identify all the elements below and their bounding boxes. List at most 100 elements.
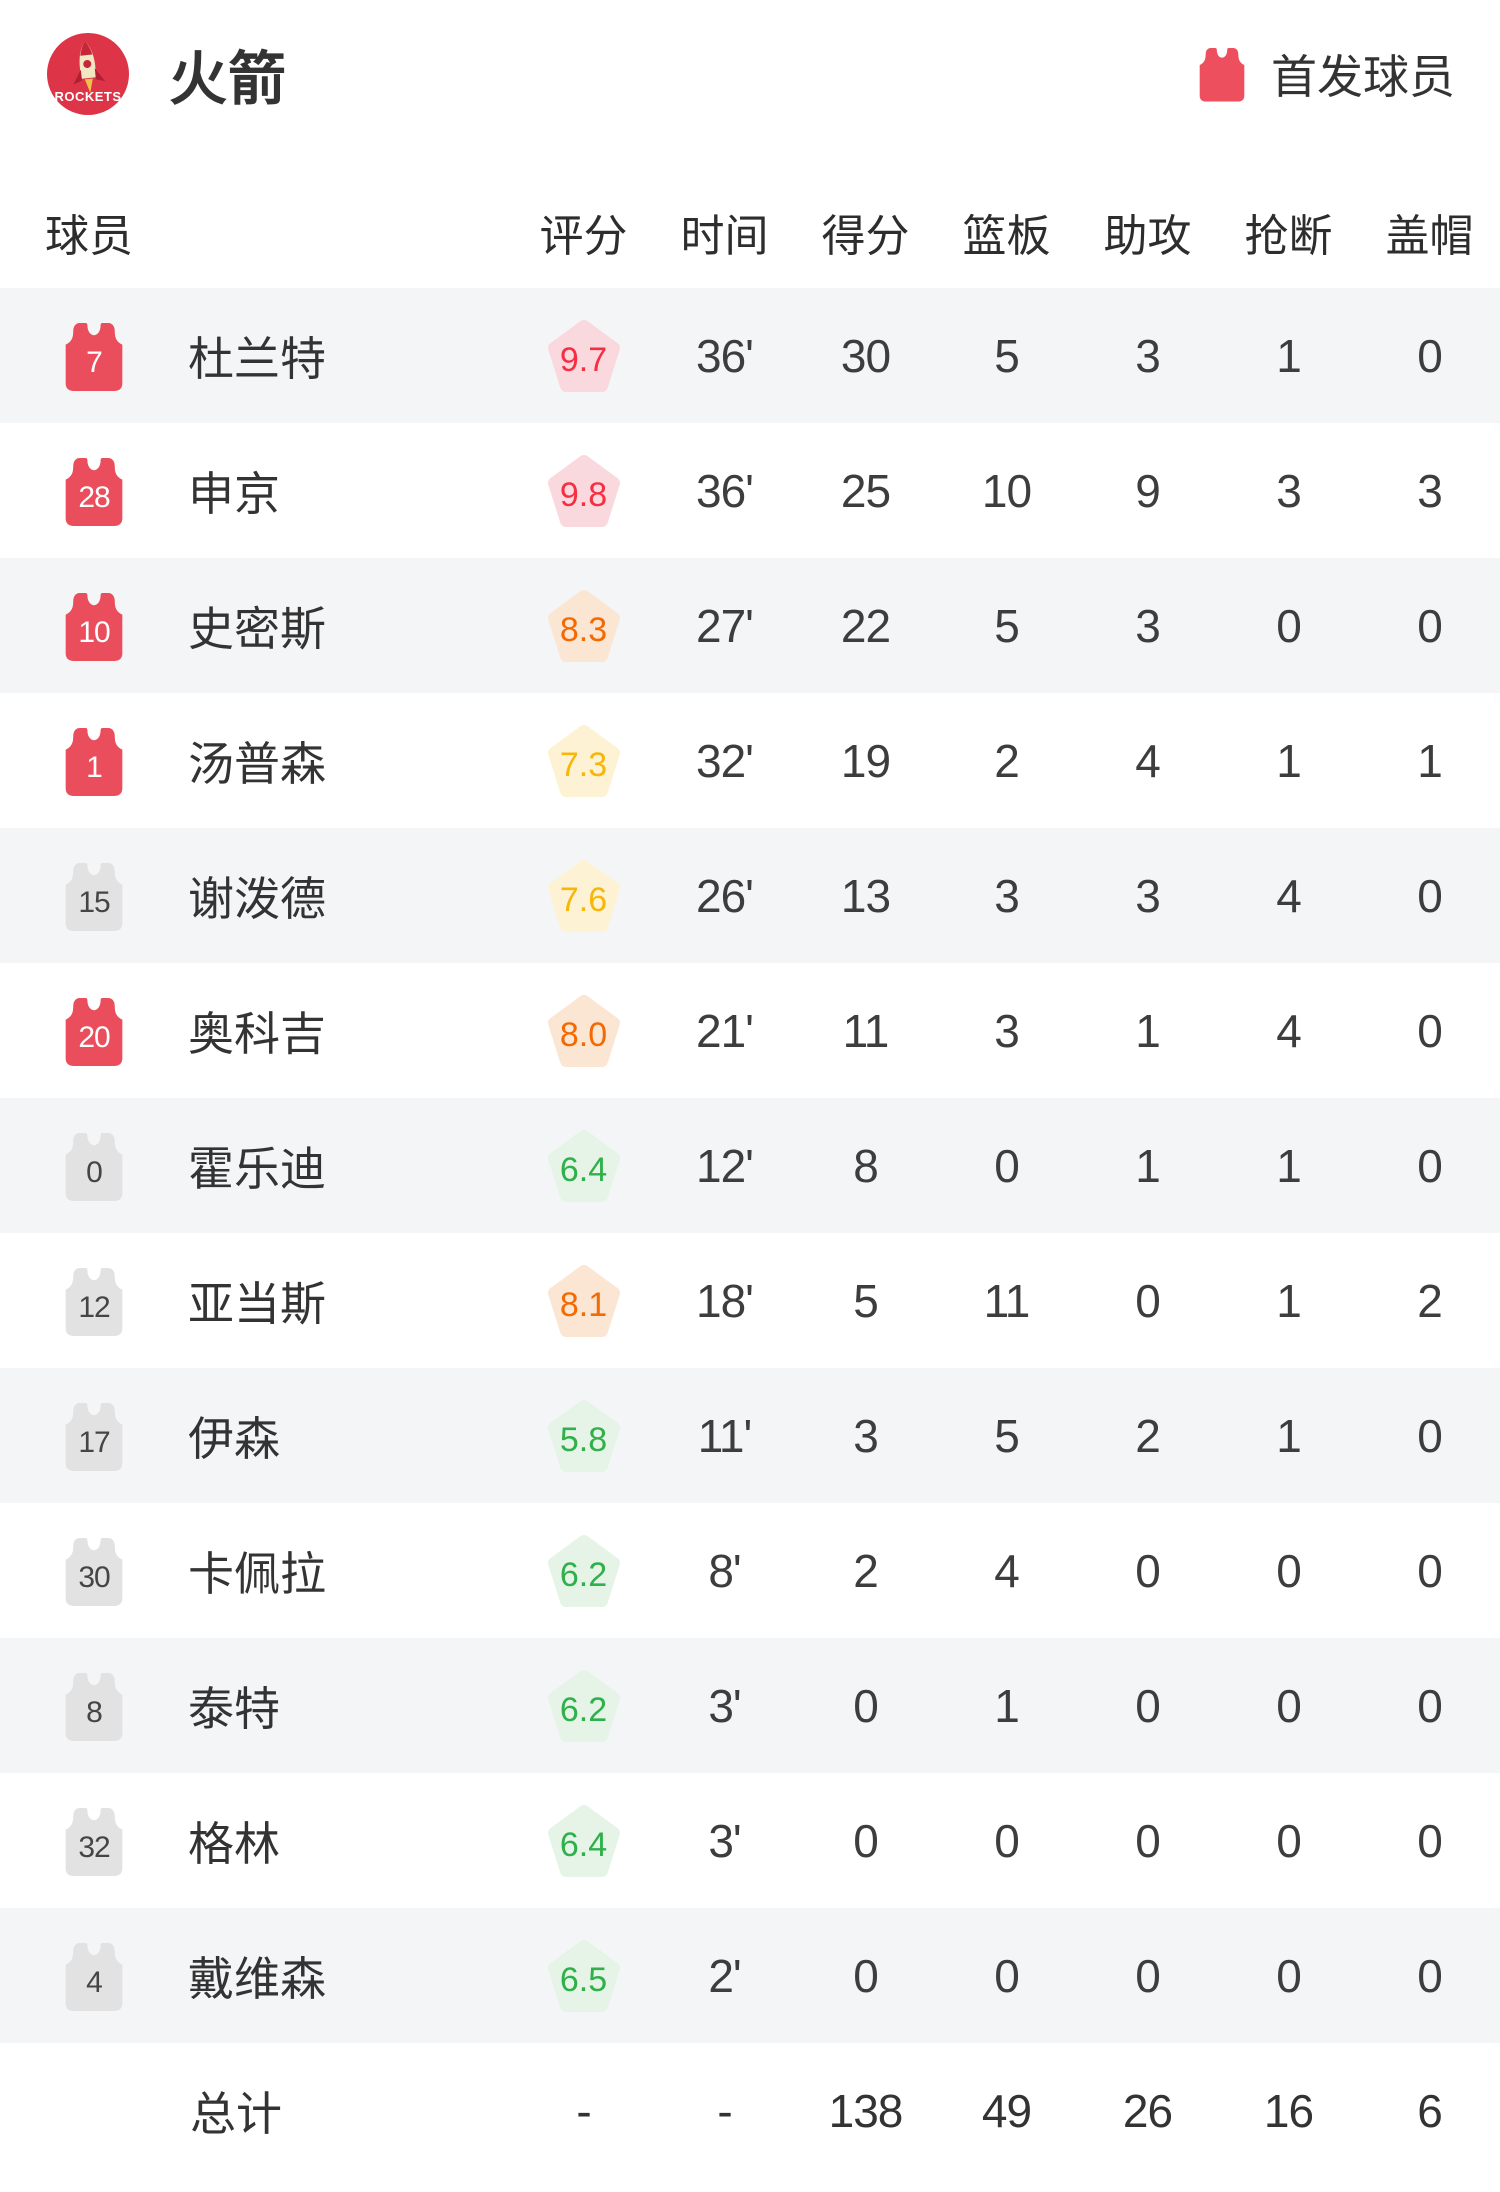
blocks-value: 0 (1417, 1409, 1443, 1462)
player-row[interactable]: 8 泰特 6.2 3' 0 1 0 0 0 (0, 1638, 1500, 1773)
player-row[interactable]: 0 霍乐迪 6.4 12' 8 0 1 1 0 (0, 1098, 1500, 1233)
jersey-number-icon: 7 (60, 319, 128, 393)
blocks-value: 0 (1417, 1814, 1443, 1867)
points-value: 22 (840, 599, 891, 652)
starter-jersey-icon (1199, 47, 1245, 102)
rockets-team-logo: ROCKETS (47, 33, 129, 115)
steals-value: 3 (1276, 464, 1302, 517)
column-header-time: 时间 (680, 212, 769, 261)
steals-value: 4 (1276, 1004, 1302, 1057)
rating-badge: 6.5 (547, 1939, 620, 2013)
column-header-rebounds: 篮板 (962, 212, 1051, 261)
rating-badge: 8.0 (547, 994, 620, 1068)
jersey-number-icon: 28 (60, 454, 128, 528)
points-value: 13 (840, 869, 891, 922)
points-value: 0 (853, 1679, 879, 1732)
player-row[interactable]: 10 史密斯 8.3 27' 22 5 3 0 0 (0, 558, 1500, 693)
blocks-value: 0 (1417, 1544, 1443, 1597)
rebounds-value: 11 (983, 1274, 1031, 1327)
rebounds-value: 10 (981, 464, 1032, 517)
rating-value: 6.4 (559, 1151, 608, 1190)
total-steals: 16 (1263, 2084, 1314, 2137)
player-rows: 7 杜兰特 9.7 36' 30 5 3 1 0 (0, 288, 1500, 2043)
player-row[interactable]: 30 卡佩拉 6.2 8' 2 4 0 0 0 (0, 1503, 1500, 1638)
team-name: 火箭 (169, 47, 288, 112)
rating-badge: 8.3 (547, 589, 620, 663)
rebounds-value: 1 (994, 1679, 1020, 1732)
player-row[interactable]: 15 谢泼德 7.6 26' 13 3 3 4 0 (0, 828, 1500, 963)
starter-legend: 首发球员 (1195, 41, 1455, 107)
player-name: 卡佩拉 (188, 1547, 326, 1600)
player-row[interactable]: 4 戴维森 6.5 2' 0 0 0 0 0 (0, 1908, 1500, 2043)
jersey-number-icon: 0 (60, 1129, 128, 1203)
jersey-number-icon: 20 (60, 994, 128, 1068)
rebounds-value: 5 (994, 329, 1020, 382)
steals-value: 0 (1276, 599, 1302, 652)
assists-value: 0 (1135, 1679, 1161, 1732)
player-row[interactable]: 17 伊森 5.8 11' 3 5 2 1 0 (0, 1368, 1500, 1503)
assists-value: 1 (1135, 1139, 1161, 1192)
minutes-value: 12' (696, 1139, 754, 1192)
steals-value: 1 (1276, 734, 1302, 787)
rating-value: 7.6 (559, 881, 608, 920)
rating-value: 6.5 (559, 1961, 608, 2000)
total-label: 总计 (190, 2087, 282, 2140)
player-row[interactable]: 7 杜兰特 9.7 36' 30 5 3 1 0 (0, 288, 1500, 423)
assists-value: 4 (1135, 734, 1161, 787)
jersey-number-icon: 4 (60, 1939, 128, 2013)
jersey-number-icon: 30 (60, 1534, 128, 1608)
points-value: 25 (840, 464, 891, 517)
total-rating: - (576, 2084, 591, 2137)
blocks-value: 0 (1417, 599, 1443, 652)
minutes-value: 21' (696, 1004, 754, 1057)
player-name: 申京 (188, 467, 280, 520)
steals-value: 4 (1276, 869, 1302, 922)
steals-value: 0 (1276, 1544, 1302, 1597)
rebounds-value: 3 (994, 869, 1020, 922)
minutes-value: 36' (696, 329, 754, 382)
jersey-number-icon: 1 (60, 724, 128, 798)
points-value: 30 (840, 329, 891, 382)
rebounds-value: 3 (994, 1004, 1020, 1057)
player-row[interactable]: 32 格林 6.4 3' 0 0 0 0 0 (0, 1773, 1500, 1908)
steals-value: 1 (1276, 1274, 1302, 1327)
rebounds-value: 0 (994, 1814, 1020, 1867)
column-header-blocks: 盖帽 (1385, 212, 1474, 261)
rating-badge: 7.3 (547, 724, 620, 798)
starter-legend-label: 首发球员 (1271, 51, 1455, 103)
rating-badge: 9.8 (547, 454, 620, 528)
jersey-number-icon: 12 (60, 1264, 128, 1338)
assists-value: 0 (1135, 1544, 1161, 1597)
rating-value: 8.0 (559, 1016, 608, 1055)
minutes-value: 3' (708, 1814, 741, 1867)
points-value: 2 (853, 1544, 879, 1597)
column-header-player: 球员 (45, 212, 133, 261)
jersey-number: 7 (86, 346, 103, 380)
player-row[interactable]: 1 汤普森 7.3 32' 19 2 4 1 1 (0, 693, 1500, 828)
rebounds-value: 4 (994, 1544, 1020, 1597)
player-row[interactable]: 28 申京 9.8 36' 25 10 9 3 3 (0, 423, 1500, 558)
player-name: 泰特 (188, 1682, 280, 1735)
blocks-value: 3 (1417, 464, 1443, 517)
jersey-number: 8 (86, 1696, 103, 1730)
rating-badge: 8.1 (547, 1264, 620, 1338)
blocks-value: 0 (1417, 1949, 1443, 2002)
assists-value: 0 (1135, 1274, 1161, 1327)
rebounds-value: 5 (994, 1409, 1020, 1462)
assists-value: 0 (1135, 1814, 1161, 1867)
player-name: 亚当斯 (188, 1277, 326, 1330)
player-row[interactable]: 20 奥科吉 8.0 21' 11 3 1 4 0 (0, 963, 1500, 1098)
jersey-number: 17 (78, 1426, 110, 1460)
rebounds-value: 0 (994, 1139, 1020, 1192)
jersey-number-icon: 15 (60, 859, 128, 933)
player-name: 格林 (188, 1817, 280, 1870)
points-value: 8 (853, 1139, 879, 1192)
minutes-value: 32' (696, 734, 754, 787)
rating-badge: 6.2 (547, 1669, 620, 1743)
rebounds-value: 5 (994, 599, 1020, 652)
player-row[interactable]: 12 亚当斯 8.1 18' 5 11 0 1 2 (0, 1233, 1500, 1368)
minutes-value: 36' (696, 464, 754, 517)
total-assists: 26 (1122, 2084, 1173, 2137)
jersey-number: 0 (86, 1156, 103, 1190)
